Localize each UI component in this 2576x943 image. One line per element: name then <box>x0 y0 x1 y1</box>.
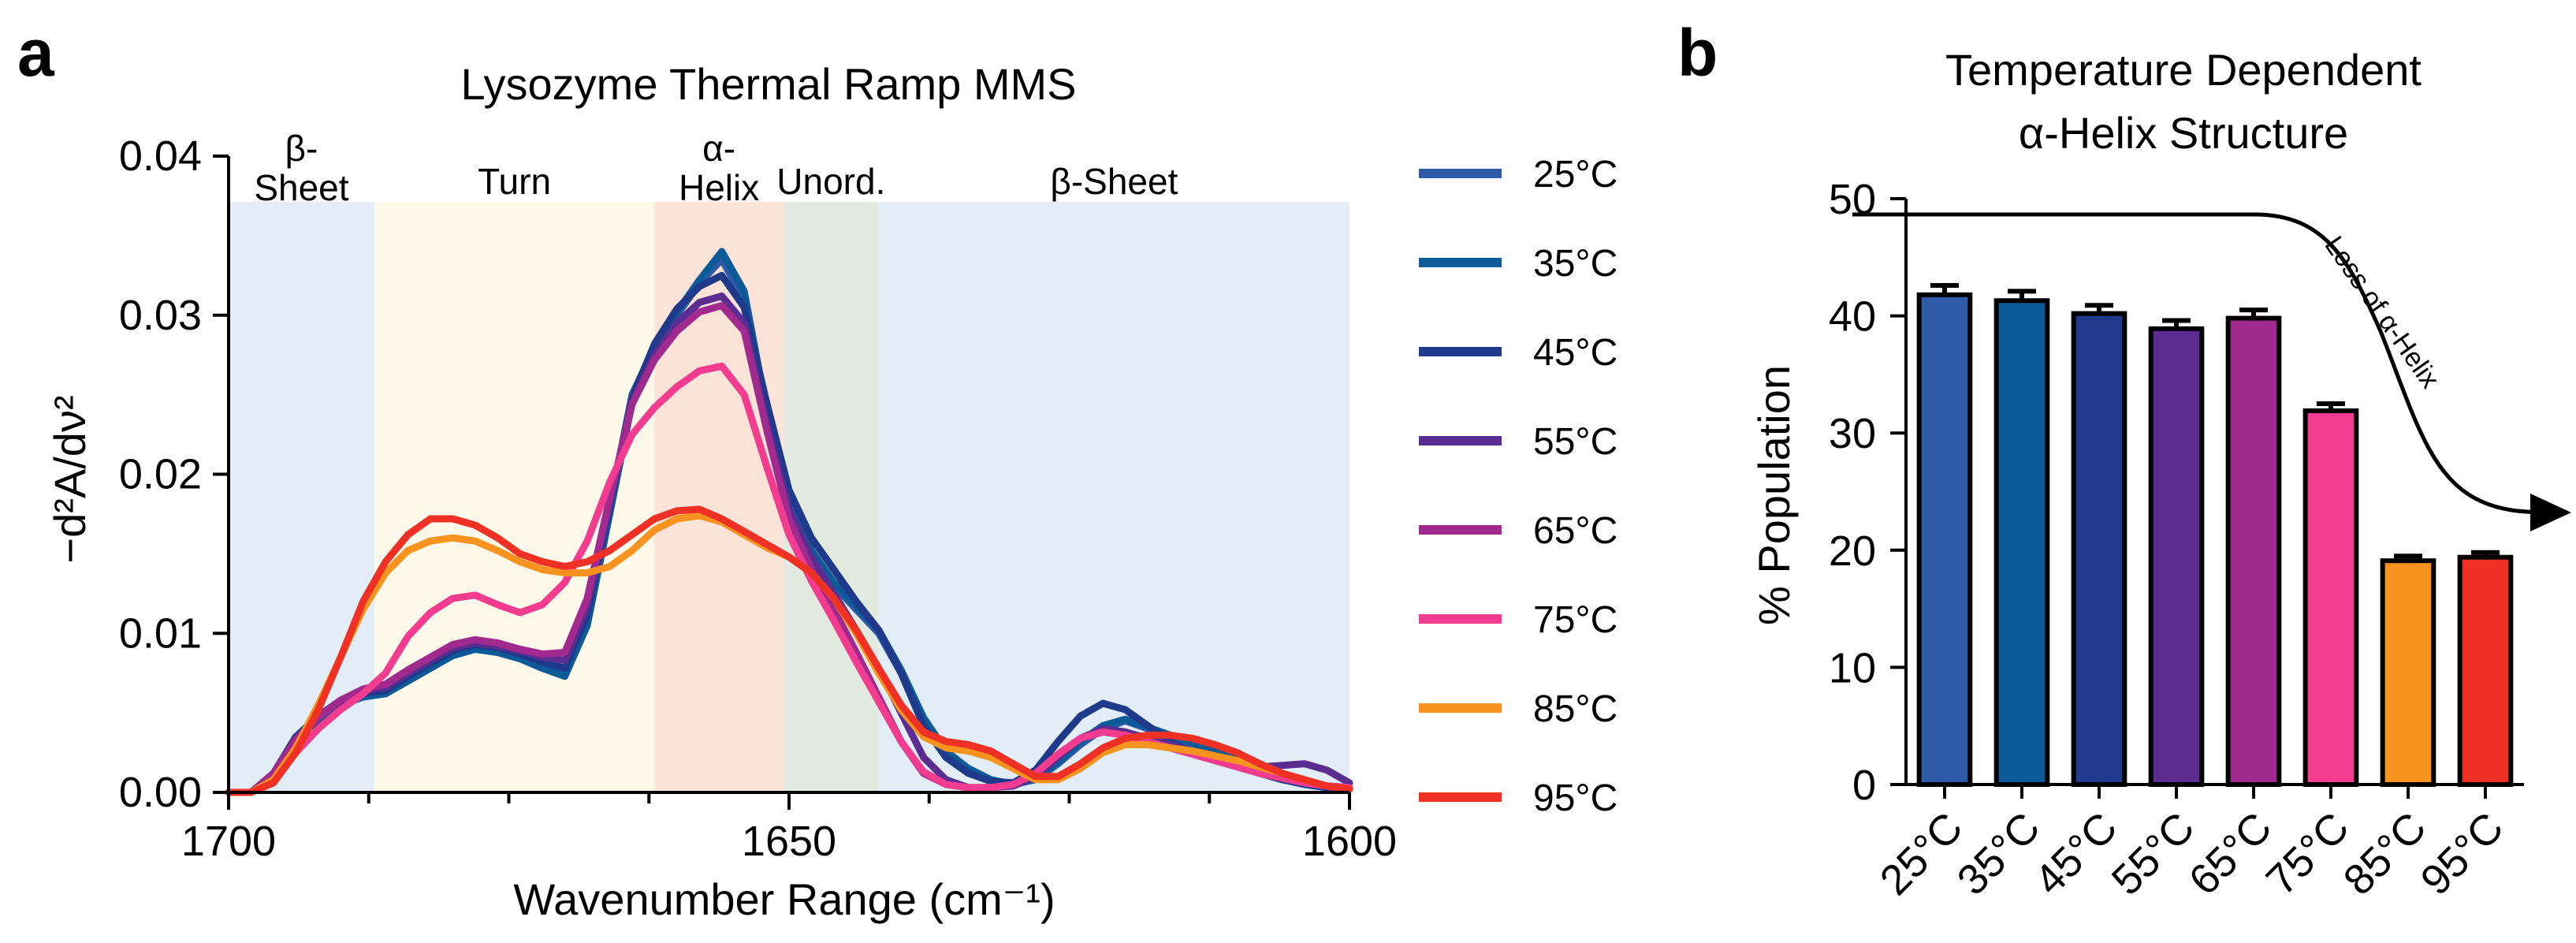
panel-b-y-tick-label-4: 40 <box>1829 293 1876 341</box>
bar-45°C <box>2071 311 2127 787</box>
panel-b-x-tick-label-65°C: 65°C <box>2180 803 2281 904</box>
panel-b-x-tick-label-45°C: 45°C <box>2026 803 2127 904</box>
panel-a-y-tick-label-2: 0.02 <box>119 451 202 498</box>
panel-a-x-tick-label-2: 1600 <box>1302 818 1397 865</box>
panel-a-title: Lysozyme Thermal Ramp MMS <box>460 59 1076 109</box>
panel-b-x-tick-label-85°C: 85°C <box>2335 803 2436 904</box>
panel-b-x-tick-label-75°C: 75°C <box>2258 803 2358 904</box>
panel-b-y-axis-label: % Population <box>1749 365 1799 625</box>
region-0-label-1: Sheet <box>254 167 348 208</box>
legend-label-45°C: 45°C <box>1533 332 1617 374</box>
panel-a-x-tick-label-1: 1650 <box>742 818 836 865</box>
region-2-label-0: α- <box>702 128 735 169</box>
bar-55°C <box>2148 326 2205 788</box>
panel-b-y-tick-label-3: 30 <box>1829 410 1876 457</box>
legend: 25°C 35°C 45°C 55°C 65°C 75°C 85°C 95°C <box>1419 154 1617 819</box>
panel-a-letter: a <box>17 16 55 90</box>
region-2-shade <box>654 202 784 792</box>
series-line-95°C <box>225 505 1353 796</box>
panel-a-y-tick-label-0: 0.00 <box>119 769 202 816</box>
panel-b-y-tick-label-0: 0 <box>1852 762 1876 809</box>
legend-label-55°C: 55°C <box>1533 421 1617 463</box>
panel-b-x-tick-label-55°C: 55°C <box>2103 803 2204 904</box>
panel-a-line-chart: a Lysozyme Thermal Ramp MMS β-Sheet Turn α… <box>17 16 1617 924</box>
panel-b-x-tick-label-35°C: 35°C <box>1949 803 2049 904</box>
panel-b-letter: b <box>1677 16 1718 90</box>
panel-a-y-tick-label-4: 0.04 <box>119 132 202 180</box>
loss-annotation-label: Loss of α-Helix <box>2318 231 2445 394</box>
legend-label-35°C: 35°C <box>1533 243 1617 285</box>
spectra-lines <box>225 248 1353 796</box>
panel-a-y-tick-label-1: 0.01 <box>119 609 202 657</box>
region-2-label-1: Helix <box>679 167 759 208</box>
panel-a-x-axis-label: Wavenumber Range (cm⁻¹) <box>513 874 1055 924</box>
bar-85°C <box>2380 558 2436 787</box>
loss-arrow-head <box>2530 494 2571 531</box>
bars <box>1916 282 2514 788</box>
panel-b-x-tick-label-25°C: 25°C <box>1871 803 1972 904</box>
region-1-label-0: Turn <box>478 161 551 202</box>
bar-25°C <box>1916 292 1973 787</box>
legend-label-65°C: 65°C <box>1533 510 1617 552</box>
spectral-regions: β-Sheet Turn α-Helix Unord. β-Sheet <box>229 128 1349 792</box>
panel-b-y-tick-label-1: 10 <box>1829 644 1876 691</box>
legend-label-95°C: 95°C <box>1533 777 1617 819</box>
panel-b-title-line-1: Temperature Dependent <box>1945 45 2422 95</box>
region-4-label-0: β-Sheet <box>1050 161 1178 202</box>
legend-label-85°C: 85°C <box>1533 688 1617 730</box>
region-3-label-0: Unord. <box>776 161 885 202</box>
panel-b-x-tick-label-95°C: 95°C <box>2412 803 2513 904</box>
panel-a-axes: 0.00 0.01 0.02 0.03 0.04 1700 1650 1600 <box>119 132 1397 865</box>
panel-a-y-axis-label: −d²A/dν² <box>45 395 95 563</box>
legend-label-75°C: 75°C <box>1533 599 1617 641</box>
bar-35°C <box>1993 298 2050 788</box>
panel-b-bar-chart: b Temperature Dependent α-Helix Structur… <box>1677 16 2571 904</box>
bar-75°C <box>2302 408 2359 787</box>
legend-label-25°C: 25°C <box>1533 154 1617 196</box>
region-0-label-0: β- <box>285 128 318 169</box>
panel-a-y-tick-label-3: 0.03 <box>119 292 202 339</box>
region-3-shade <box>783 202 879 792</box>
region-4-shade <box>878 202 1349 792</box>
panel-b-y-tick-label-2: 20 <box>1829 527 1876 575</box>
panel-b-title-line-2: α-Helix Structure <box>2019 108 2348 158</box>
bar-65°C <box>2225 315 2282 787</box>
loss-arrow-curve <box>1852 212 2555 515</box>
panel-a-x-tick-label-0: 1700 <box>181 818 276 865</box>
bar-95°C <box>2457 554 2514 787</box>
